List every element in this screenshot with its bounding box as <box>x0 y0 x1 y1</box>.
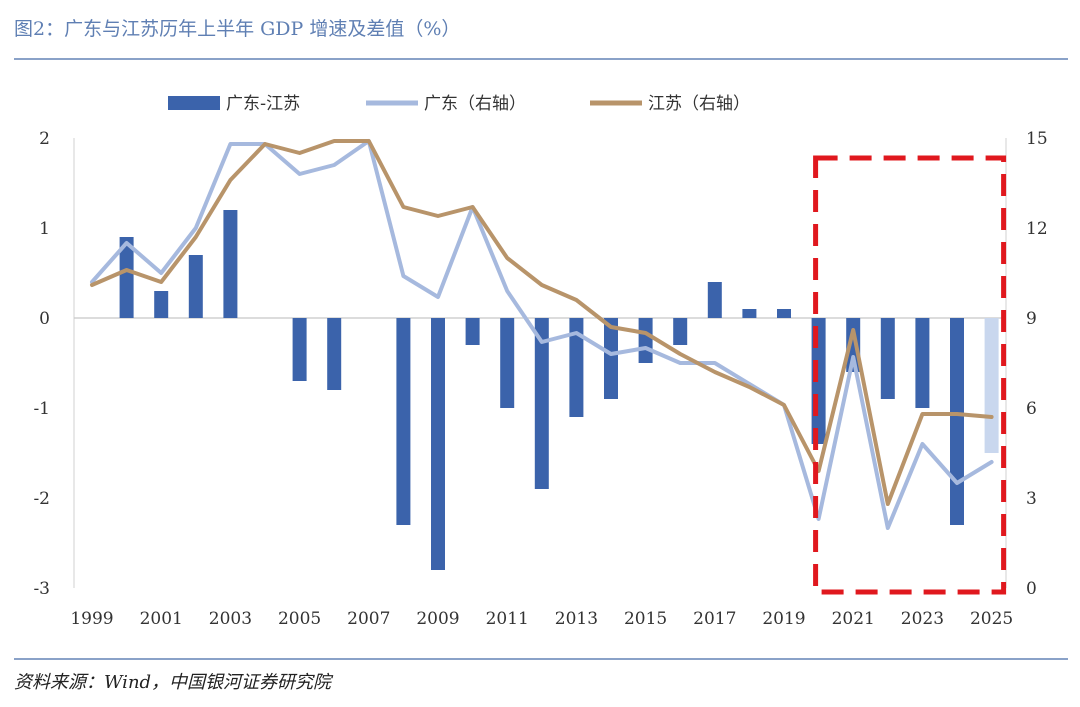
x-axis-tick-label: 2003 <box>209 609 252 629</box>
bar-guangdong-minus-jiangsu <box>569 318 584 417</box>
bar-guangdong-minus-jiangsu <box>500 318 515 408</box>
left-axis-tick-label: 1 <box>39 219 50 239</box>
bar-guangdong-minus-jiangsu <box>154 291 169 318</box>
x-axis-tick-label: 2005 <box>278 609 321 629</box>
legend-line-jiangsu-label: 江苏（右轴） <box>648 94 750 114</box>
bar-guangdong-minus-jiangsu <box>707 282 722 318</box>
bar-guangdong-minus-jiangsu <box>396 318 411 525</box>
right-axis-tick-label: 15 <box>1026 129 1048 149</box>
bar-guangdong-minus-jiangsu <box>223 210 238 318</box>
bottom-divider <box>14 658 1068 660</box>
x-axis-tick-label: 2001 <box>140 609 183 629</box>
bar-guangdong-minus-jiangsu <box>188 255 203 318</box>
x-axis-tick-label: 1999 <box>70 609 113 629</box>
x-axis-tick-label: 2015 <box>624 609 667 629</box>
bar-guangdong-minus-jiangsu <box>742 309 757 318</box>
right-axis-tick-label: 0 <box>1026 579 1037 599</box>
bar-guangdong-minus-jiangsu <box>673 318 688 345</box>
bar-guangdong-minus-jiangsu <box>327 318 342 390</box>
line-guangdong <box>90 139 994 530</box>
x-axis-tick-label: 2021 <box>832 609 875 629</box>
right-axis-tick-label: 9 <box>1026 309 1037 329</box>
x-axis-tick-label: 2019 <box>762 609 805 629</box>
highlight-box <box>813 155 1007 595</box>
bar-guangdong-minus-jiangsu <box>880 318 895 399</box>
x-axis-tick-label: 2025 <box>970 609 1013 629</box>
line-jiangsu <box>90 139 994 506</box>
page-title: 图2：广东与江苏历年上半年 GDP 增速及差值（%） <box>14 18 461 40</box>
source-note: 资料来源：Wind，中国银河证券研究院 <box>14 672 332 693</box>
left-axis-tick-label: -2 <box>33 489 50 509</box>
bar-guangdong-minus-jiangsu <box>846 318 861 372</box>
legend-bar-diff-label: 广东-江苏 <box>226 94 300 114</box>
right-axis-tick-label: 12 <box>1026 219 1048 239</box>
x-axis-tick-label: 2023 <box>901 609 944 629</box>
bar-guangdong-minus-jiangsu <box>638 318 653 363</box>
bar-guangdong-minus-jiangsu <box>292 318 307 381</box>
bar-guangdong-minus-jiangsu <box>119 237 134 318</box>
right-axis-tick-label: 6 <box>1026 399 1037 419</box>
left-axis-tick-label: -1 <box>33 399 50 419</box>
x-axis-tick-label: 2013 <box>555 609 598 629</box>
bar-guangdong-minus-jiangsu <box>777 309 791 318</box>
bar-guangdong-minus-jiangsu <box>431 318 445 570</box>
right-axis-tick-label: 3 <box>1026 489 1037 509</box>
bar-guangdong-minus-jiangsu <box>950 318 964 525</box>
bar-guangdong-minus-jiangsu <box>984 318 999 453</box>
left-axis-tick-label: 2 <box>39 129 50 149</box>
x-axis-tick-label: 2017 <box>693 609 736 629</box>
bar-guangdong-minus-jiangsu <box>915 318 930 408</box>
legend-line-guangdong-label: 广东（右轴） <box>424 94 526 114</box>
x-axis-tick-label: 2009 <box>416 609 459 629</box>
legend-bar-diff-swatch <box>168 96 220 110</box>
x-axis-tick-label: 2011 <box>486 609 529 629</box>
left-axis-tick-label: 0 <box>39 309 50 329</box>
bar-guangdong-minus-jiangsu <box>465 318 480 345</box>
bar-guangdong-minus-jiangsu <box>604 318 618 399</box>
bar-guangdong-minus-jiangsu <box>534 318 549 489</box>
top-divider <box>14 58 1068 60</box>
x-axis-tick-label: 2007 <box>347 609 390 629</box>
left-axis-tick-label: -3 <box>33 579 50 599</box>
